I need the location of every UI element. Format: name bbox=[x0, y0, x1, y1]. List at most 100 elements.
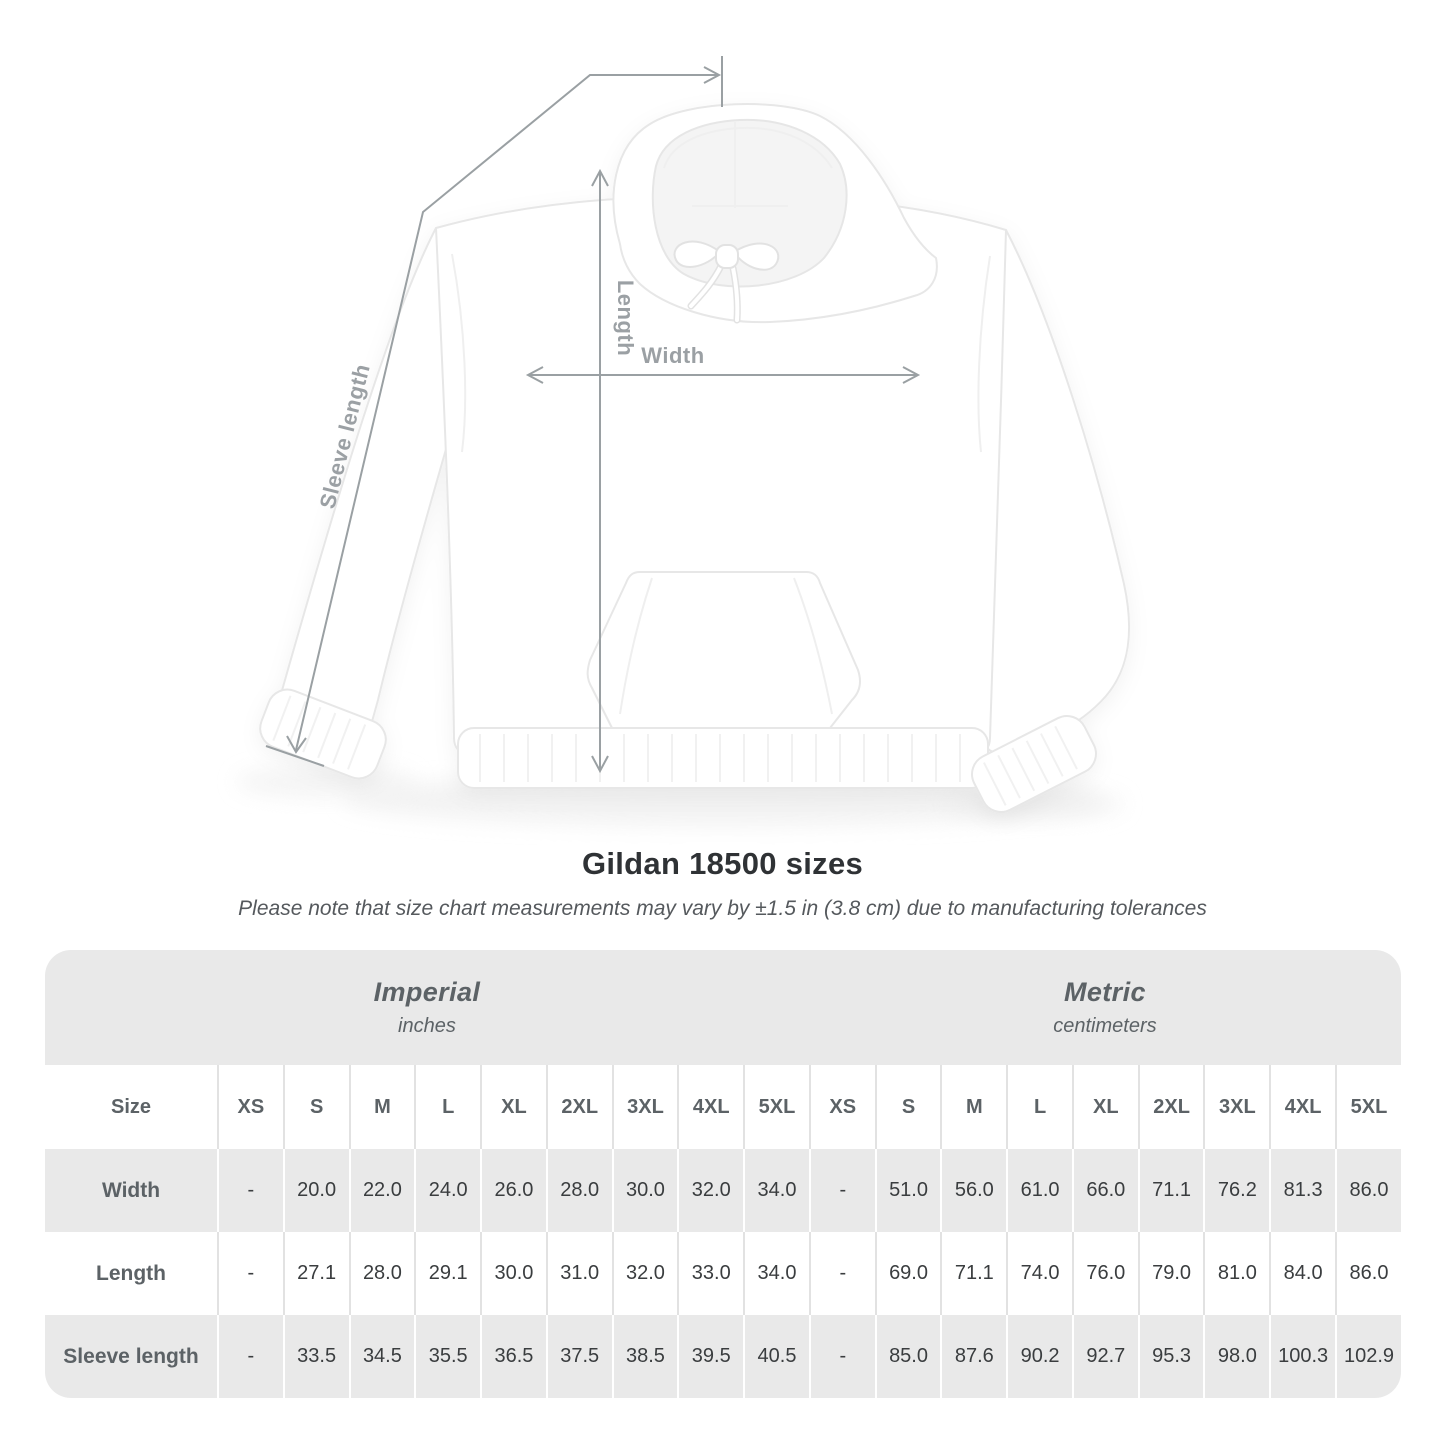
metric-unit: centimeters bbox=[1053, 1015, 1157, 1037]
width-cell: 61.0 bbox=[1006, 1149, 1072, 1232]
length-cell: 86.0 bbox=[1335, 1232, 1401, 1315]
size-header: S bbox=[282, 1065, 349, 1149]
length-cell: 74.0 bbox=[1006, 1232, 1072, 1315]
width-cell: - bbox=[808, 1149, 875, 1232]
hem-band bbox=[457, 727, 989, 789]
hoodie-illustration bbox=[259, 103, 1131, 813]
sleeve-cell: 85.0 bbox=[874, 1315, 941, 1398]
size-header: 4XL bbox=[677, 1065, 744, 1149]
size-header: 2XL bbox=[545, 1065, 612, 1149]
pocket-stitching bbox=[619, 577, 833, 715]
metric-band: Metric centimeters bbox=[808, 950, 1401, 1065]
width-label: Width bbox=[641, 343, 704, 368]
tolerance-note: Please note that size chart measurements… bbox=[238, 897, 1207, 920]
arrowhead-up-icon bbox=[591, 168, 609, 187]
size-table-grid: Imperial inches Metric centimeters Size … bbox=[45, 950, 1401, 1398]
width-cell: 66.0 bbox=[1071, 1149, 1138, 1232]
sleeve-cell: 90.2 bbox=[1006, 1315, 1072, 1398]
size-column-header: Size bbox=[45, 1065, 217, 1149]
width-cell: 20.0 bbox=[282, 1149, 349, 1232]
length-cell: 27.1 bbox=[282, 1232, 349, 1315]
unit-band-row: Imperial inches Metric centimeters bbox=[45, 950, 1401, 1065]
sleeve-cell: 95.3 bbox=[1137, 1315, 1204, 1398]
width-cell: 76.2 bbox=[1203, 1149, 1270, 1232]
arrowhead-down-icon bbox=[591, 755, 609, 774]
right-armhole-seam bbox=[977, 255, 991, 453]
width-cell: 81.3 bbox=[1269, 1149, 1336, 1232]
sleeve-cell: 98.0 bbox=[1203, 1315, 1270, 1398]
width-row: Width - 20.0 22.0 24.0 26.0 28.0 30.0 32… bbox=[45, 1149, 1401, 1232]
length-cell: - bbox=[808, 1232, 875, 1315]
row-label-width: Width bbox=[45, 1149, 217, 1232]
sleeve-cell: 100.3 bbox=[1269, 1315, 1336, 1398]
length-cell: 33.0 bbox=[677, 1232, 744, 1315]
width-cell: 26.0 bbox=[480, 1149, 546, 1232]
page-title: Gildan 18500 sizes bbox=[581, 846, 864, 881]
width-cell: 24.0 bbox=[414, 1149, 481, 1232]
kangaroo-pocket bbox=[586, 571, 861, 729]
sleeve-cell: - bbox=[217, 1315, 283, 1398]
length-cell: 79.0 bbox=[1137, 1232, 1204, 1315]
metric-title: Metric bbox=[1063, 977, 1146, 1007]
width-cell: 22.0 bbox=[348, 1149, 415, 1232]
width-cell: 71.1 bbox=[1137, 1149, 1204, 1232]
size-header: 5XL bbox=[1335, 1065, 1401, 1149]
imperial-title: Imperial bbox=[373, 977, 481, 1007]
length-cell: 31.0 bbox=[545, 1232, 612, 1315]
size-table: Imperial inches Metric centimeters Size … bbox=[45, 950, 1401, 1398]
sleeve-cell: - bbox=[808, 1315, 875, 1398]
imperial-unit: inches bbox=[398, 1015, 456, 1037]
size-header: M bbox=[348, 1065, 415, 1149]
hood-seams bbox=[692, 122, 788, 208]
length-cell: 30.0 bbox=[480, 1232, 546, 1315]
row-label-sleeve-length: Sleeve length bbox=[45, 1315, 217, 1398]
width-cell: 28.0 bbox=[545, 1149, 612, 1232]
width-cell: 30.0 bbox=[611, 1149, 678, 1232]
length-cell: 84.0 bbox=[1269, 1232, 1336, 1315]
width-cell: 86.0 bbox=[1335, 1149, 1401, 1232]
size-header: XS bbox=[808, 1065, 875, 1149]
hem-ribbing bbox=[479, 734, 961, 782]
length-cell: - bbox=[217, 1232, 283, 1315]
sleeve-cell: 38.5 bbox=[611, 1315, 678, 1398]
size-header: 4XL bbox=[1269, 1065, 1336, 1149]
size-header: 3XL bbox=[1203, 1065, 1270, 1149]
arrowhead-right-icon bbox=[703, 66, 722, 84]
length-cell: 28.0 bbox=[348, 1232, 415, 1315]
length-cell: 71.1 bbox=[940, 1232, 1007, 1315]
left-armhole-seam bbox=[451, 253, 467, 453]
width-cell: 34.0 bbox=[743, 1149, 809, 1232]
sleeve-cell: 39.5 bbox=[677, 1315, 744, 1398]
length-cell: 34.0 bbox=[743, 1232, 809, 1315]
arrowhead-left-icon bbox=[525, 366, 544, 384]
size-header-row: Size XS S M L XL 2XL 3XL 4XL 5XL XS S M … bbox=[45, 1065, 1401, 1149]
size-header: L bbox=[1006, 1065, 1072, 1149]
length-cell: 32.0 bbox=[611, 1232, 678, 1315]
sleeve-end-tick bbox=[265, 745, 325, 767]
sleeve-cell: 37.5 bbox=[545, 1315, 612, 1398]
length-cell: 29.1 bbox=[414, 1232, 481, 1315]
arrowhead-right2-icon bbox=[902, 366, 921, 384]
length-cell: 81.0 bbox=[1203, 1232, 1270, 1315]
sleeve-cell: 92.7 bbox=[1071, 1315, 1138, 1398]
length-cell: 76.0 bbox=[1071, 1232, 1138, 1315]
width-cell: 32.0 bbox=[677, 1149, 744, 1232]
imperial-band: Imperial inches bbox=[45, 950, 809, 1065]
sleeve-cell: 87.6 bbox=[940, 1315, 1007, 1398]
hoodie-measurement-diagram: Length Width Sleeve length bbox=[236, 56, 1131, 826]
size-header: M bbox=[940, 1065, 1007, 1149]
hood-rim-stitch bbox=[663, 126, 833, 169]
size-header: S bbox=[874, 1065, 941, 1149]
sleeve-cell: 102.9 bbox=[1335, 1315, 1401, 1398]
width-cell: 51.0 bbox=[874, 1149, 941, 1232]
row-label-length: Length bbox=[45, 1232, 217, 1315]
sleeve-length-line bbox=[295, 74, 718, 751]
width-cell: 56.0 bbox=[940, 1149, 1007, 1232]
size-header: 2XL bbox=[1137, 1065, 1204, 1149]
size-header: XL bbox=[1071, 1065, 1138, 1149]
width-cell: - bbox=[217, 1149, 283, 1232]
sleeve-cell: 35.5 bbox=[414, 1315, 481, 1398]
sleeve-cell: 36.5 bbox=[480, 1315, 546, 1398]
left-cuff-shadow bbox=[236, 766, 416, 798]
